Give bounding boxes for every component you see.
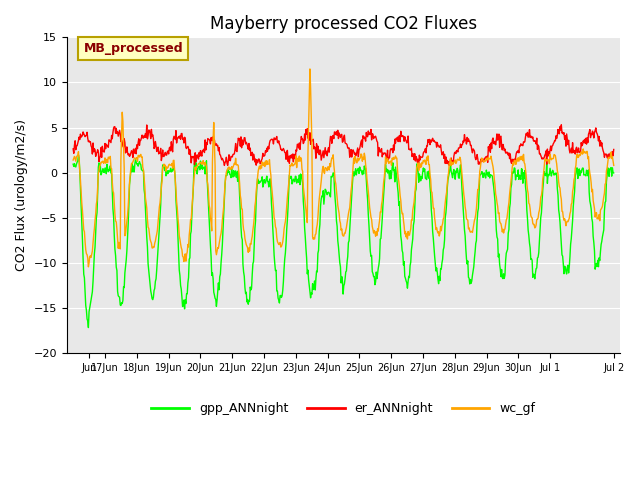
Title: Mayberry processed CO2 Fluxes: Mayberry processed CO2 Fluxes xyxy=(210,15,477,33)
Legend: gpp_ANNnight, er_ANNnight, wc_gf: gpp_ANNnight, er_ANNnight, wc_gf xyxy=(147,397,540,420)
Y-axis label: CO2 Flux (urology/m2/s): CO2 Flux (urology/m2/s) xyxy=(15,119,28,271)
Text: MB_processed: MB_processed xyxy=(83,42,183,55)
